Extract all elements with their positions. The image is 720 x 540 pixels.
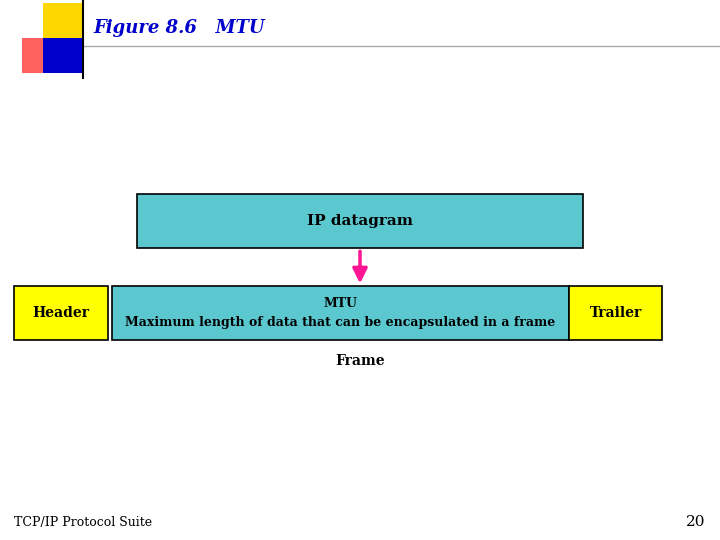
- Text: TCP/IP Protocol Suite: TCP/IP Protocol Suite: [14, 516, 153, 529]
- FancyBboxPatch shape: [22, 38, 61, 73]
- Text: IP datagram: IP datagram: [307, 214, 413, 228]
- Text: Header: Header: [32, 306, 90, 320]
- FancyBboxPatch shape: [569, 286, 662, 340]
- FancyBboxPatch shape: [43, 3, 83, 38]
- FancyBboxPatch shape: [43, 38, 83, 73]
- FancyBboxPatch shape: [14, 286, 108, 340]
- Text: 20: 20: [686, 515, 706, 529]
- Text: Frame: Frame: [336, 354, 384, 368]
- FancyBboxPatch shape: [112, 286, 569, 340]
- Text: Trailer: Trailer: [590, 306, 642, 320]
- Text: Figure 8.6   MTU: Figure 8.6 MTU: [94, 19, 265, 37]
- Text: Maximum length of data that can be encapsulated in a frame: Maximum length of data that can be encap…: [125, 316, 555, 329]
- Text: MTU: MTU: [323, 297, 357, 310]
- FancyBboxPatch shape: [137, 194, 583, 248]
